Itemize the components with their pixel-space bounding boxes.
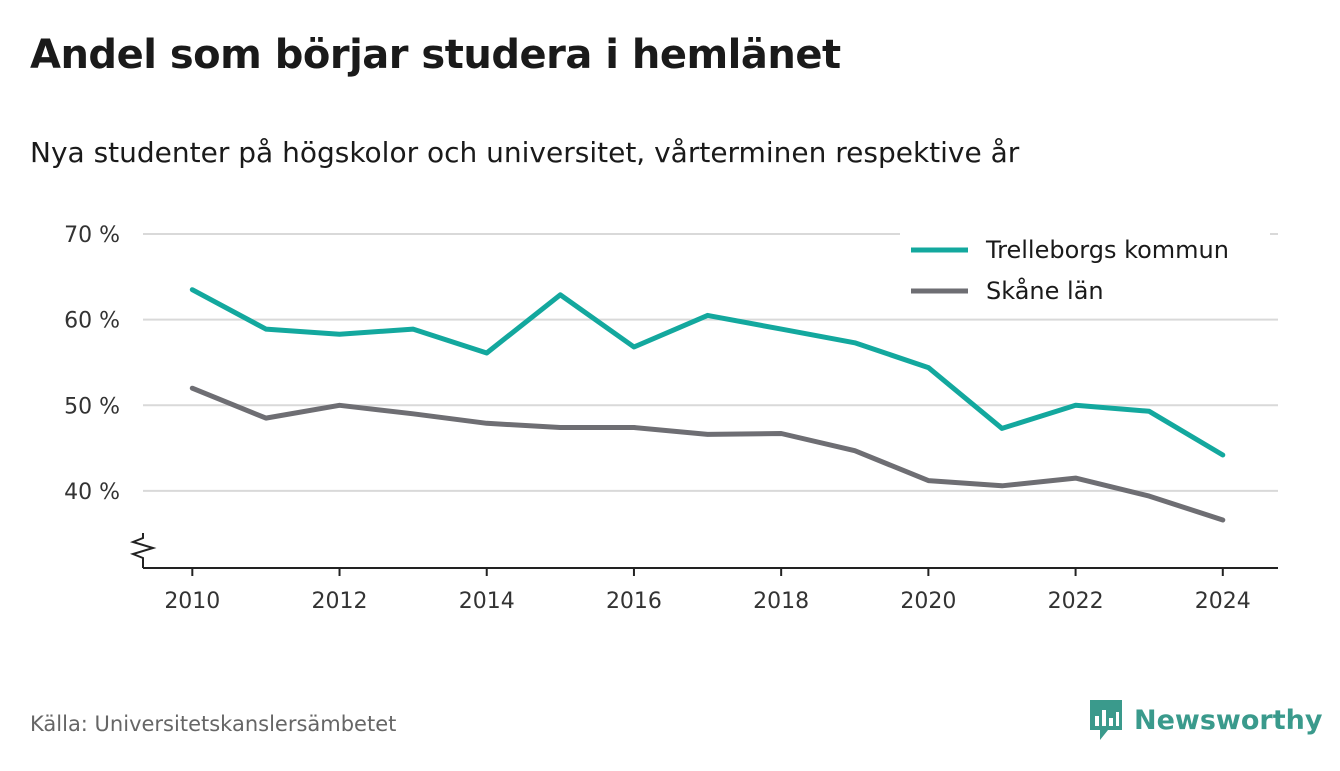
chart-subtitle: Nya studenter på högskolor och universit… [30,136,1020,169]
y-axis-break [129,533,157,568]
legend: Trelleborgs kommun Skåne län [900,226,1270,316]
legend-label: Trelleborgs kommun [985,236,1229,264]
series-line-0 [189,287,1226,458]
brand-logo[interactable]: Newsworthy [1088,698,1322,742]
legend-background [900,226,1270,316]
x-tick-label: 2010 [164,589,220,614]
x-tick-label: 2016 [606,589,662,614]
axes: 40 % 50 % 60 % 70 % 2010 2012 2014 2016 2018 2020… [64,223,1278,614]
y-tick-label: 70 % [64,223,120,248]
x-tick-label: 2018 [753,589,809,614]
chart-title: Andel som börjar studera i hemlänet [30,32,841,78]
x-tick-label: 2022 [1048,589,1104,614]
series-line-1 [189,385,1226,523]
x-tick-label: 2012 [312,589,368,614]
brand-name: Newsworthy [1134,704,1323,736]
y-tick-label: 40 % [64,480,120,505]
x-tick-label: 2020 [900,589,956,614]
x-tick-label: 2024 [1195,589,1251,614]
newsworthy-logo-icon [1090,700,1122,740]
y-tick-label: 60 % [64,309,120,334]
y-tick-label: 50 % [64,394,120,419]
series-lines [189,287,1226,523]
legend-label: Skåne län [986,276,1104,305]
source-note: Källa: Universitetskanslersämbetet [30,712,397,736]
line-chart: 40 % 50 % 60 % 70 % 2010 2012 2014 2016 2018 2020… [64,223,1278,614]
x-tick-label: 2014 [459,589,515,614]
